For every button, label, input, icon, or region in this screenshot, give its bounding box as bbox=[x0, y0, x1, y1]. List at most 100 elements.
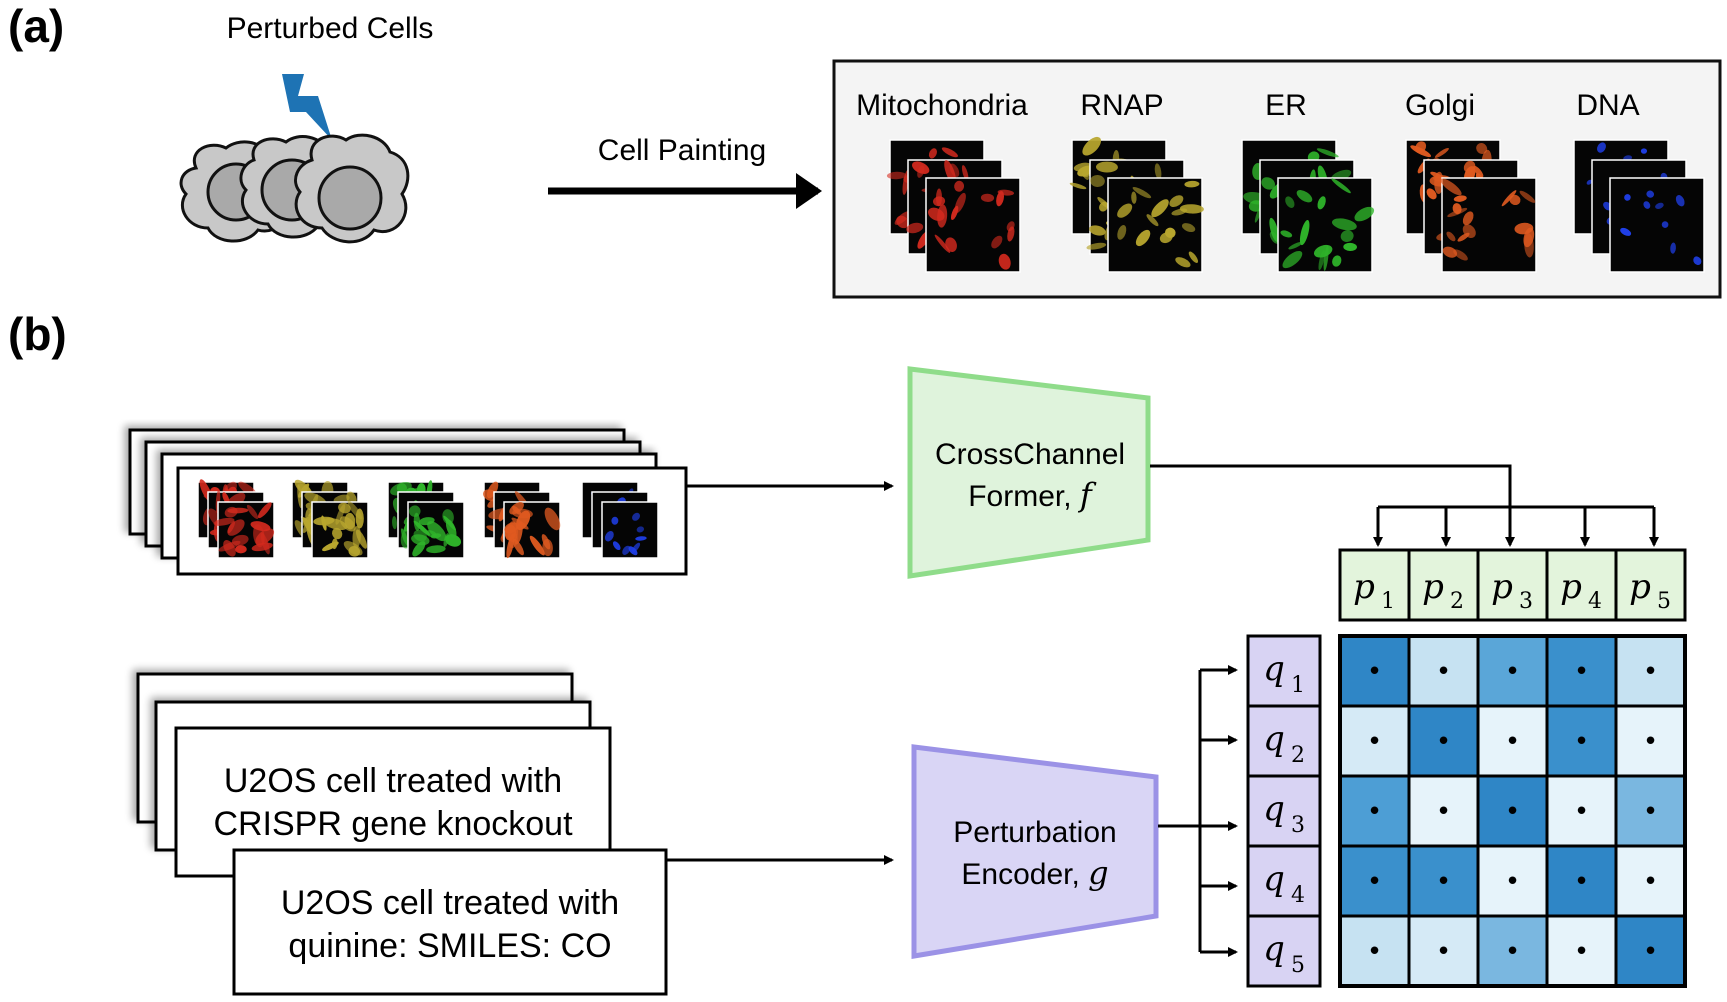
p-connector bbox=[1150, 464, 1659, 547]
svg-text:•: • bbox=[1436, 797, 1451, 827]
svg-text:5: 5 bbox=[1657, 589, 1671, 614]
channel-label-er: ER bbox=[1265, 89, 1307, 122]
svg-text:•: • bbox=[1505, 937, 1520, 967]
svg-text:•: • bbox=[1367, 937, 1382, 967]
svg-text:•: • bbox=[1436, 727, 1451, 757]
matrix-cell-3-2: • bbox=[1407, 774, 1480, 848]
svg-text:3: 3 bbox=[1519, 589, 1533, 614]
matrix-cell-1-2: • bbox=[1407, 634, 1480, 708]
matrix-cell-4-3: • bbox=[1476, 844, 1549, 918]
matrix-cell-5-4: • bbox=[1545, 914, 1618, 988]
mini-stack-rnap bbox=[291, 479, 369, 559]
channel-stack-golgi: Golgi bbox=[1405, 89, 1537, 273]
matrix-cell-2-4: • bbox=[1545, 704, 1618, 778]
svg-text:q: q bbox=[1263, 789, 1285, 829]
channel-label-dna: DNA bbox=[1576, 89, 1639, 122]
matrix-cell-4-1: • bbox=[1338, 844, 1411, 918]
svg-text:2: 2 bbox=[1291, 743, 1305, 768]
mini-stack-golgi bbox=[483, 481, 561, 559]
svg-text:p: p bbox=[1422, 567, 1444, 607]
svg-text:•: • bbox=[1574, 727, 1589, 757]
svg-text:•: • bbox=[1643, 867, 1658, 897]
image-encoder-line1: CrossChannel bbox=[935, 438, 1125, 471]
svg-text:p: p bbox=[1491, 567, 1513, 607]
svg-text:1: 1 bbox=[1381, 589, 1395, 614]
svg-text:•: • bbox=[1367, 657, 1382, 687]
svg-text:p: p bbox=[1629, 567, 1651, 607]
text-card-stack: U2OS cell treated with CRISPR gene knock… bbox=[136, 672, 668, 996]
panel-a: (a) Perturbed Cells Cell Painting Mitoch… bbox=[8, 0, 1722, 299]
matrix-cell-2-2: • bbox=[1407, 704, 1480, 778]
text-encoder-symbol: g bbox=[1088, 854, 1108, 892]
svg-text:q: q bbox=[1263, 719, 1285, 759]
text-encoder-line2: Encoder, g bbox=[961, 854, 1108, 892]
text-card-2-line1: U2OS cell treated with bbox=[281, 884, 619, 922]
svg-text:•: • bbox=[1505, 657, 1520, 687]
channel-stacks: Mitochondria RNAP ER Golgi DNA bbox=[856, 89, 1705, 273]
svg-text:•: • bbox=[1367, 797, 1382, 827]
channel-label-mitochondria: Mitochondria bbox=[856, 89, 1028, 122]
matrix-cell-4-2: • bbox=[1407, 844, 1480, 918]
svg-text:•: • bbox=[1643, 657, 1658, 687]
matrix-cell-1-1: • bbox=[1338, 634, 1411, 708]
channel-label-golgi: Golgi bbox=[1405, 89, 1475, 122]
mini-channel-images bbox=[197, 479, 659, 559]
channel-stack-dna: DNA bbox=[1573, 89, 1705, 273]
channel-stack-mitochondria: Mitochondria bbox=[856, 89, 1028, 273]
channel-stack-rnap: RNAP bbox=[1069, 89, 1204, 273]
svg-text:•: • bbox=[1643, 797, 1658, 827]
text-card-2-line2: quinine: SMILES: CO bbox=[288, 927, 611, 965]
svg-text:•: • bbox=[1574, 937, 1589, 967]
matrix-cell-2-5: • bbox=[1614, 704, 1687, 778]
svg-text:•: • bbox=[1574, 867, 1589, 897]
svg-text:3: 3 bbox=[1291, 813, 1305, 838]
matrix-cell-2-3: • bbox=[1476, 704, 1549, 778]
svg-text:1: 1 bbox=[1291, 673, 1305, 698]
channel-stack-er: ER bbox=[1241, 89, 1375, 273]
matrix-cell-3-3: • bbox=[1476, 774, 1549, 848]
image-encoder-line2: Former, f bbox=[968, 476, 1097, 514]
svg-text:q: q bbox=[1263, 649, 1285, 689]
matrix-cell-1-4: • bbox=[1545, 634, 1618, 708]
crosschannel-former-encoder bbox=[907, 366, 1151, 579]
cell-painting-label: Cell Painting bbox=[598, 134, 766, 167]
svg-text:•: • bbox=[1436, 867, 1451, 897]
lightning-icon bbox=[282, 74, 332, 140]
matrix-cell-3-4: • bbox=[1545, 774, 1618, 848]
svg-text:4: 4 bbox=[1588, 589, 1602, 614]
svg-text:p: p bbox=[1353, 567, 1375, 607]
matrix-cell-5-3: • bbox=[1476, 914, 1549, 988]
svg-text:•: • bbox=[1505, 727, 1520, 757]
svg-text:•: • bbox=[1643, 727, 1658, 757]
perturbed-cells-label: Perturbed Cells bbox=[227, 12, 434, 45]
svg-text:5: 5 bbox=[1291, 953, 1305, 978]
mini-stack-mitochondria bbox=[197, 479, 275, 559]
channel-label-rnap: RNAP bbox=[1080, 89, 1163, 122]
svg-text:•: • bbox=[1574, 657, 1589, 687]
text-card-1-line1: U2OS cell treated with bbox=[224, 762, 562, 800]
svg-text:•: • bbox=[1574, 797, 1589, 827]
matrix-cell-5-1: • bbox=[1338, 914, 1411, 988]
svg-text:•: • bbox=[1367, 727, 1382, 757]
svg-text:•: • bbox=[1505, 867, 1520, 897]
matrix-cell-1-5: • bbox=[1614, 634, 1687, 708]
matrix-cell-2-1: • bbox=[1338, 704, 1411, 778]
matrix-cell-4-5: • bbox=[1614, 844, 1687, 918]
matrix-cell-5-5: • bbox=[1614, 914, 1687, 988]
matrix-cell-1-3: • bbox=[1476, 634, 1549, 708]
perturbation-encoder bbox=[911, 744, 1159, 959]
mini-stack-dna bbox=[581, 481, 659, 559]
svg-text:2: 2 bbox=[1450, 589, 1464, 614]
q-connector bbox=[1158, 665, 1238, 957]
panel-b-label: (b) bbox=[8, 308, 67, 360]
